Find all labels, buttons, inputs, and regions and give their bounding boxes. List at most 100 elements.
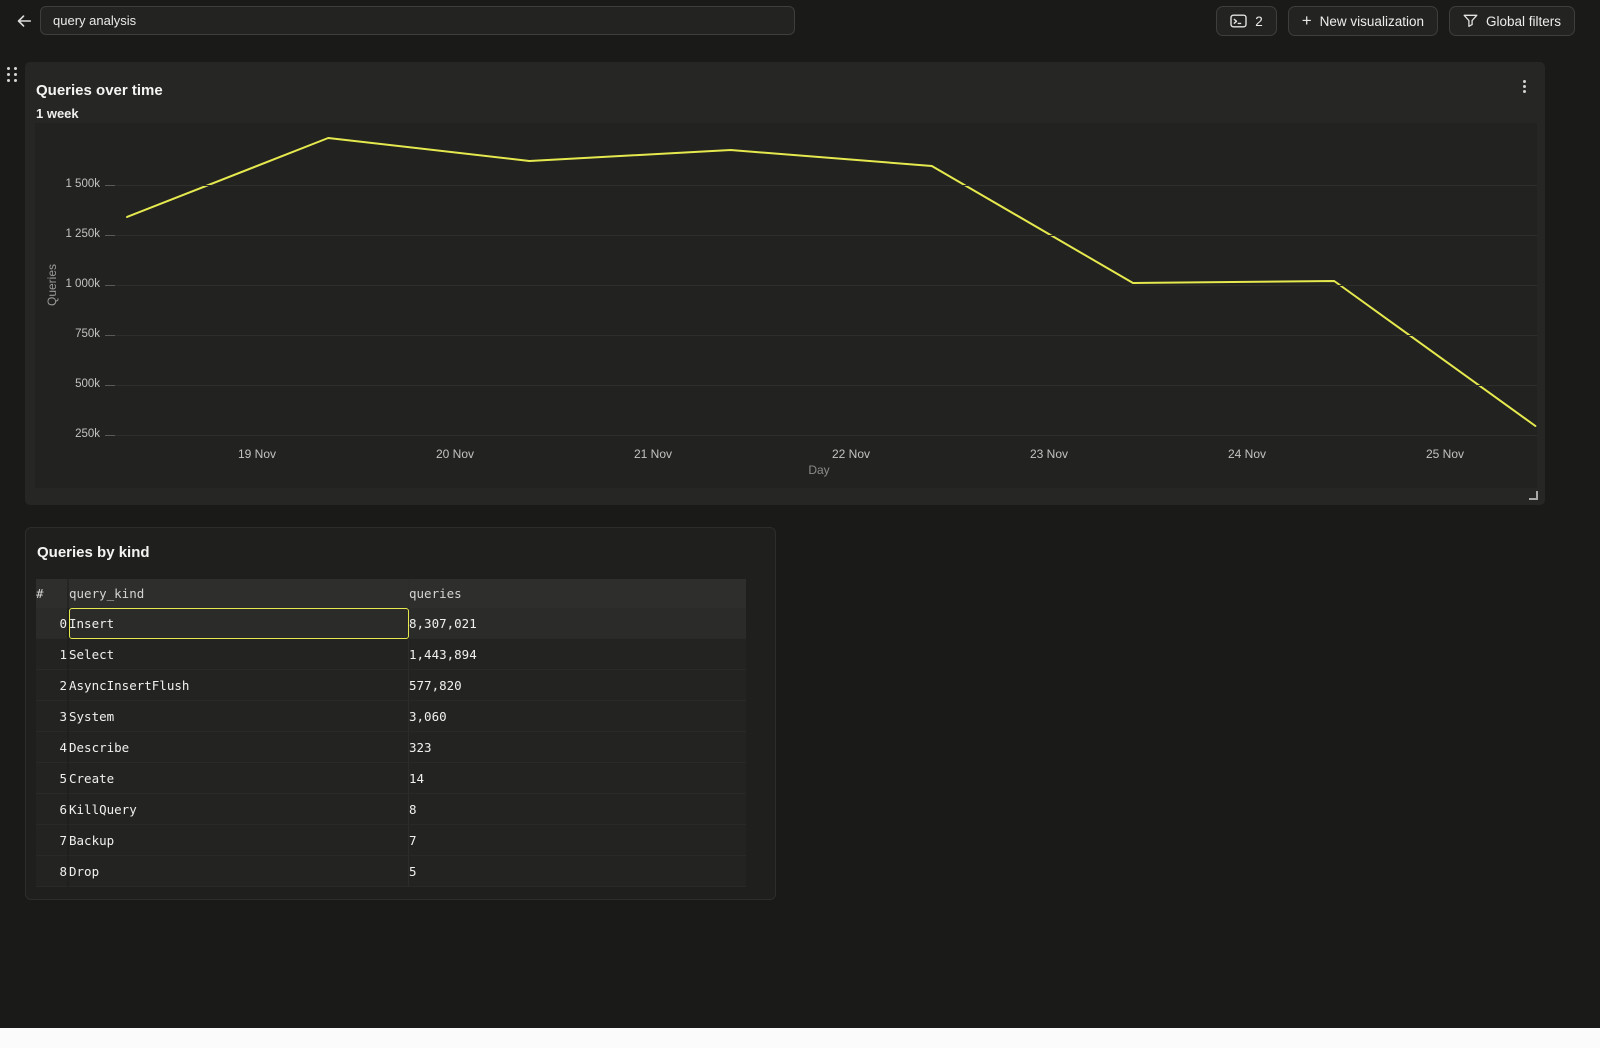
row-index-cell[interactable]: 1 (36, 639, 69, 670)
selected-cell-query-kind[interactable]: Insert (69, 608, 409, 639)
table-row: 0 Insert 8,307,021 (36, 608, 746, 639)
cell-query-kind[interactable]: Describe (69, 732, 409, 763)
axis-tick (105, 185, 115, 186)
y-tick-label: 250k (75, 428, 100, 440)
dot (7, 73, 10, 76)
bottom-edge-strip (0, 1028, 1600, 1048)
table-header-row: # query_kind queries (36, 579, 746, 608)
axis-tick (105, 335, 115, 336)
dot (14, 73, 17, 76)
cell-queries[interactable]: 7 (409, 825, 746, 856)
axis-tick (105, 235, 115, 236)
line-chart-plot-area[interactable]: Queries Day 1 500k 1 250k 1 000k 750k 500k 25… (35, 123, 1537, 488)
kebab-menu-icon[interactable] (1515, 77, 1533, 95)
gridline (115, 385, 1537, 386)
cell-query-kind[interactable]: System (69, 701, 409, 732)
cell-query-kind[interactable]: Drop (69, 856, 409, 887)
y-tick-label: 500k (75, 378, 100, 390)
gridline (115, 335, 1537, 336)
dot (14, 79, 17, 82)
y-tick-label: 1 250k (65, 228, 100, 240)
slides-count-label: 2 (1255, 13, 1263, 29)
resize-handle-icon[interactable] (1529, 491, 1538, 500)
x-tick-label: 24 Nov (1227, 447, 1267, 461)
dot (14, 67, 17, 70)
dot (1522, 84, 1526, 88)
table-row: 5 Create 14 (36, 763, 746, 794)
cell-queries[interactable]: 8 (409, 794, 746, 825)
cell-queries[interactable]: 577,820 (409, 670, 746, 701)
y-tick-label: 750k (75, 328, 100, 340)
plus-icon: + (1301, 10, 1312, 30)
dot (7, 79, 10, 82)
cell-query-kind[interactable]: AsyncInsertFlush (69, 670, 409, 701)
drag-grip-icon[interactable] (7, 67, 20, 84)
chart-title: Queries over time (36, 82, 163, 99)
table-title: Queries by kind (37, 544, 150, 561)
dot (7, 67, 10, 70)
gridline (115, 185, 1537, 186)
cell-queries[interactable]: 5 (409, 856, 746, 887)
x-tick-label: 25 Nov (1425, 447, 1465, 461)
gridline (115, 235, 1537, 236)
queries-by-kind-panel: Queries by kind # query_kind queries 0 Inse… (25, 527, 776, 900)
table-row: 4 Describe 323 (36, 732, 746, 763)
x-axis-title: Day (808, 463, 830, 477)
slides-count-button[interactable]: 2 (1216, 6, 1277, 36)
dashboard-title-input[interactable] (40, 6, 795, 35)
row-index-cell[interactable]: 7 (36, 825, 69, 856)
row-index-cell[interactable]: 3 (36, 701, 69, 732)
topbar: 2 + New visualization Global filters (0, 0, 1600, 42)
gridline (115, 435, 1537, 436)
x-tick-label: 20 Nov (435, 447, 475, 461)
funnel-icon (1463, 14, 1478, 28)
terminal-window-icon (1230, 14, 1247, 28)
back-arrow-icon[interactable] (12, 9, 36, 33)
column-header-queries[interactable]: queries (409, 579, 746, 608)
column-header-query-kind[interactable]: query_kind (69, 579, 409, 608)
topbar-actions: 2 + New visualization Global filters (1216, 6, 1575, 36)
table-row: 6 KillQuery 8 (36, 794, 746, 825)
row-index-cell[interactable]: 8 (36, 856, 69, 887)
queries-by-kind-table: # query_kind queries 0 Insert 8,307,021 1 Sele… (36, 579, 746, 887)
table-row: 8 Drop 5 (36, 856, 746, 887)
table-row: 1 Select 1,443,894 (36, 639, 746, 670)
y-tick-label: 1 000k (65, 278, 100, 290)
chart-subtitle: 1 week (36, 106, 79, 121)
cell-queries[interactable]: 14 (409, 763, 746, 794)
row-index-cell[interactable]: 6 (36, 794, 69, 825)
cell-query-kind[interactable]: KillQuery (69, 794, 409, 825)
table-row: 3 System 3,060 (36, 701, 746, 732)
row-index-cell[interactable]: 5 (36, 763, 69, 794)
table-row: 2 AsyncInsertFlush 577,820 (36, 670, 746, 701)
x-tick-label: 21 Nov (633, 447, 673, 461)
dot (1522, 79, 1526, 83)
new-visualization-label: New visualization (1319, 13, 1424, 29)
cell-queries[interactable]: 8,307,021 (409, 608, 746, 639)
cell-queries[interactable]: 1,443,894 (409, 639, 746, 670)
global-filters-label: Global filters (1485, 13, 1561, 29)
row-index-cell[interactable]: 2 (36, 670, 69, 701)
new-visualization-button[interactable]: + New visualization (1287, 6, 1438, 36)
cell-query-kind[interactable]: Create (69, 763, 409, 794)
x-tick-label: 22 Nov (831, 447, 871, 461)
axis-tick (105, 435, 115, 436)
x-tick-label: 19 Nov (237, 447, 277, 461)
x-tick-label: 23 Nov (1029, 447, 1069, 461)
global-filters-button[interactable]: Global filters (1448, 6, 1575, 36)
cell-queries[interactable]: 3,060 (409, 701, 746, 732)
axis-tick (105, 285, 115, 286)
column-header-index[interactable]: # (36, 579, 69, 608)
cell-query-kind[interactable]: Select (69, 639, 409, 670)
y-tick-label: 1 500k (65, 178, 100, 190)
cell-queries[interactable]: 323 (409, 732, 746, 763)
cell-query-kind[interactable]: Backup (69, 825, 409, 856)
row-index-cell[interactable]: 4 (36, 732, 69, 763)
queries-line-series (126, 137, 1537, 427)
queries-over-time-panel: Queries over time 1 week Queries Day 1 5… (25, 62, 1545, 505)
axis-tick (105, 385, 115, 386)
gridline (115, 285, 1537, 286)
dot (1522, 89, 1526, 93)
row-index-cell[interactable]: 0 (36, 608, 69, 639)
table-row: 7 Backup 7 (36, 825, 746, 856)
